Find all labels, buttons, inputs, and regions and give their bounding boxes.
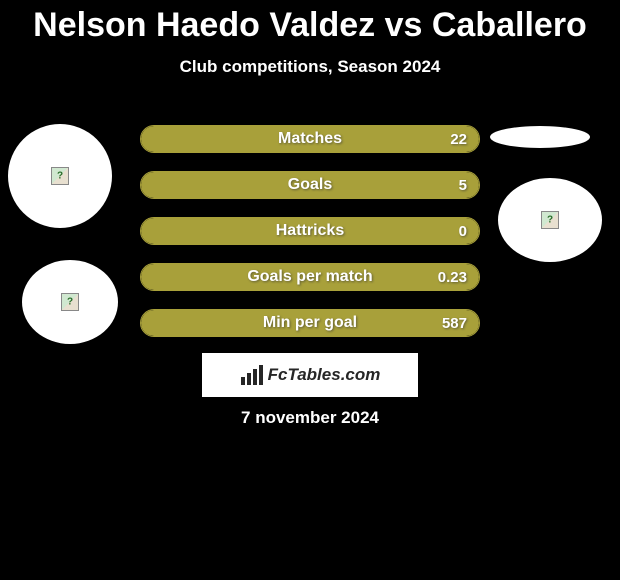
broken-image-icon xyxy=(61,293,79,311)
stat-label: Min per goal xyxy=(141,314,479,332)
comparison-subtitle: Club competitions, Season 2024 xyxy=(0,57,620,77)
stat-value: 587 xyxy=(442,315,467,332)
broken-image-icon xyxy=(541,211,559,229)
bars-icon xyxy=(240,365,264,385)
player-avatar-right-1 xyxy=(498,178,602,262)
stat-value: 0.23 xyxy=(438,269,467,286)
comparison-title: Nelson Haedo Valdez vs Caballero xyxy=(0,0,620,45)
stat-row-hattricks: Hattricks 0 xyxy=(140,217,480,245)
stat-row-min-per-goal: Min per goal 587 xyxy=(140,309,480,337)
stat-row-matches: 22 Matches xyxy=(140,125,480,153)
date-text: 7 november 2024 xyxy=(0,408,620,428)
decorative-ellipse xyxy=(490,126,590,148)
stat-label: Goals xyxy=(141,176,479,194)
player-avatar-left-2 xyxy=(22,260,118,344)
stats-container: 22 Matches Goals 5 Hattricks 0 Goals per… xyxy=(140,125,480,355)
stat-label: Goals per match xyxy=(141,268,479,286)
player-avatar-left-1 xyxy=(8,124,112,228)
stat-row-goals: Goals 5 xyxy=(140,171,480,199)
stat-label: Matches xyxy=(141,130,479,148)
logo-text: FcTables.com xyxy=(268,365,381,385)
stat-value: 0 xyxy=(459,223,467,240)
stat-label: Hattricks xyxy=(141,222,479,240)
stat-value: 5 xyxy=(459,177,467,194)
broken-image-icon xyxy=(51,167,69,185)
fctables-logo: FcTables.com xyxy=(202,353,418,397)
stat-row-goals-per-match: Goals per match 0.23 xyxy=(140,263,480,291)
